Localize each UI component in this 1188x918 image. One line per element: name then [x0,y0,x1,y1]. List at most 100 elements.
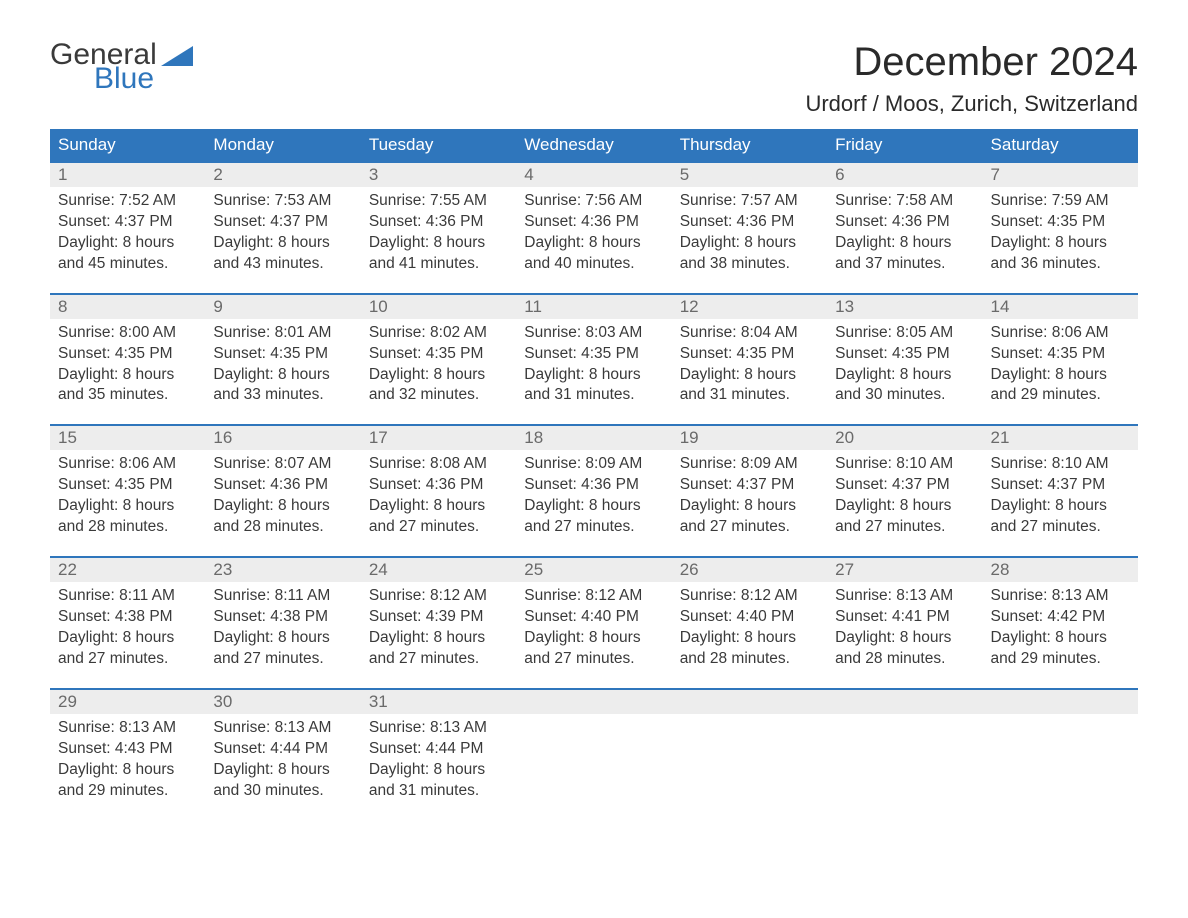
day-number: 29 [50,690,205,714]
daylight-line-1: Daylight: 8 hours [835,365,974,386]
day-number: 24 [361,558,516,582]
weekday-header-monday: Monday [205,129,360,161]
weekday-header-sunday: Sunday [50,129,205,161]
day-cell: Sunrise: 8:12 AMSunset: 4:39 PMDaylight:… [361,582,516,670]
sunrise-line: Sunrise: 8:12 AM [369,586,508,607]
day-number: 5 [672,163,827,187]
day-number-row: 15161718192021 [50,426,1138,450]
sunrise-line: Sunrise: 7:52 AM [58,191,197,212]
sunset-line: Sunset: 4:35 PM [58,475,197,496]
daylight-line-1: Daylight: 8 hours [991,233,1130,254]
sunrise-line: Sunrise: 8:03 AM [524,323,663,344]
daylight-line-2: and 27 minutes. [213,649,352,670]
sunset-line: Sunset: 4:37 PM [991,475,1130,496]
day-number: 22 [50,558,205,582]
sunrise-line: Sunrise: 8:13 AM [835,586,974,607]
day-number: 31 [361,690,516,714]
daylight-line-2: and 28 minutes. [835,649,974,670]
day-cell: Sunrise: 8:12 AMSunset: 4:40 PMDaylight:… [672,582,827,670]
sunset-line: Sunset: 4:36 PM [369,212,508,233]
sunrise-line: Sunrise: 8:13 AM [58,718,197,739]
daylight-line-1: Daylight: 8 hours [369,760,508,781]
week-row: 293031 Sunrise: 8:13 AMSunset: 4:43 PMDay… [50,688,1138,802]
page-header: General Blue December 2024 Urdorf / Moos… [50,40,1138,117]
day-cell: Sunrise: 8:09 AMSunset: 4:36 PMDaylight:… [516,450,671,538]
daylight-line-2: and 29 minutes. [991,649,1130,670]
sunset-line: Sunset: 4:44 PM [213,739,352,760]
weekday-header-tuesday: Tuesday [361,129,516,161]
daylight-line-1: Daylight: 8 hours [991,628,1130,649]
daylight-line-2: and 37 minutes. [835,254,974,275]
sunset-line: Sunset: 4:36 PM [524,212,663,233]
daylight-line-2: and 27 minutes. [524,649,663,670]
daylight-line-2: and 27 minutes. [835,517,974,538]
sunset-line: Sunset: 4:36 PM [524,475,663,496]
logo: General Blue [50,40,193,94]
flag-icon [161,46,193,66]
weekday-header-thursday: Thursday [672,129,827,161]
day-cell: Sunrise: 8:02 AMSunset: 4:35 PMDaylight:… [361,319,516,407]
day-number: 2 [205,163,360,187]
day-number: 23 [205,558,360,582]
day-cell: Sunrise: 7:58 AMSunset: 4:36 PMDaylight:… [827,187,982,275]
day-cell: Sunrise: 8:13 AMSunset: 4:43 PMDaylight:… [50,714,205,802]
daylight-line-2: and 31 minutes. [680,385,819,406]
day-number: 26 [672,558,827,582]
day-cell: Sunrise: 8:13 AMSunset: 4:42 PMDaylight:… [983,582,1138,670]
daylight-line-1: Daylight: 8 hours [524,233,663,254]
sunrise-line: Sunrise: 7:55 AM [369,191,508,212]
daylight-line-2: and 28 minutes. [58,517,197,538]
daylight-line-2: and 28 minutes. [680,649,819,670]
day-cell: Sunrise: 7:59 AMSunset: 4:35 PMDaylight:… [983,187,1138,275]
sunset-line: Sunset: 4:40 PM [680,607,819,628]
day-cell: Sunrise: 8:11 AMSunset: 4:38 PMDaylight:… [50,582,205,670]
daylight-line-2: and 27 minutes. [369,517,508,538]
daylight-line-1: Daylight: 8 hours [369,496,508,517]
daylight-line-1: Daylight: 8 hours [58,760,197,781]
day-number: 20 [827,426,982,450]
sunset-line: Sunset: 4:36 PM [369,475,508,496]
daylight-line-2: and 30 minutes. [213,781,352,802]
daylight-line-1: Daylight: 8 hours [680,628,819,649]
day-cell: Sunrise: 8:00 AMSunset: 4:35 PMDaylight:… [50,319,205,407]
sunrise-line: Sunrise: 8:13 AM [991,586,1130,607]
day-number: 1 [50,163,205,187]
sunset-line: Sunset: 4:44 PM [369,739,508,760]
sunrise-line: Sunrise: 8:09 AM [680,454,819,475]
daylight-line-1: Daylight: 8 hours [213,628,352,649]
daylight-line-2: and 41 minutes. [369,254,508,275]
week-row: 15161718192021Sunrise: 8:06 AMSunset: 4:… [50,424,1138,538]
daylight-line-1: Daylight: 8 hours [991,496,1130,517]
day-number: 16 [205,426,360,450]
daylight-line-2: and 27 minutes. [369,649,508,670]
day-cell: Sunrise: 8:10 AMSunset: 4:37 PMDaylight:… [983,450,1138,538]
day-cell: Sunrise: 8:05 AMSunset: 4:35 PMDaylight:… [827,319,982,407]
daylight-line-2: and 30 minutes. [835,385,974,406]
sunrise-line: Sunrise: 8:10 AM [991,454,1130,475]
day-number: 3 [361,163,516,187]
sunrise-line: Sunrise: 7:58 AM [835,191,974,212]
day-number [516,690,671,714]
day-cell: Sunrise: 7:52 AMSunset: 4:37 PMDaylight:… [50,187,205,275]
sunrise-line: Sunrise: 8:13 AM [369,718,508,739]
sunrise-line: Sunrise: 8:04 AM [680,323,819,344]
sunset-line: Sunset: 4:40 PM [524,607,663,628]
daylight-line-1: Daylight: 8 hours [524,496,663,517]
sunrise-line: Sunrise: 8:11 AM [213,586,352,607]
sunrise-line: Sunrise: 7:57 AM [680,191,819,212]
day-cell: Sunrise: 8:07 AMSunset: 4:36 PMDaylight:… [205,450,360,538]
day-number: 14 [983,295,1138,319]
sunrise-line: Sunrise: 8:10 AM [835,454,974,475]
sunrise-line: Sunrise: 8:13 AM [213,718,352,739]
day-cell: Sunrise: 7:53 AMSunset: 4:37 PMDaylight:… [205,187,360,275]
day-cell: Sunrise: 7:56 AMSunset: 4:36 PMDaylight:… [516,187,671,275]
daylight-line-2: and 31 minutes. [524,385,663,406]
day-number: 11 [516,295,671,319]
day-number: 27 [827,558,982,582]
day-number: 30 [205,690,360,714]
sunrise-line: Sunrise: 7:53 AM [213,191,352,212]
day-cell: Sunrise: 7:57 AMSunset: 4:36 PMDaylight:… [672,187,827,275]
day-number-row: 1234567 [50,163,1138,187]
weekday-header-wednesday: Wednesday [516,129,671,161]
day-number: 17 [361,426,516,450]
